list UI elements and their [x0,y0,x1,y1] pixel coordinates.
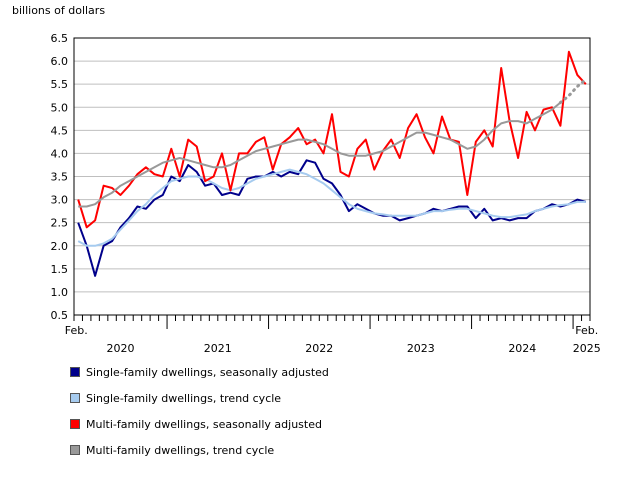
y-tick-label: 1.5 [51,263,69,276]
legend-swatch-multi-sa [70,419,80,429]
legend-label-single-trend: Single-family dwellings, trend cycle [86,391,282,405]
y-tick-label: 0.5 [51,309,69,322]
legend-label-multi-trend: Multi-family dwellings, trend cycle [86,443,275,457]
y-tick-label: 6.0 [51,55,69,68]
x-year-label: 2024 [508,342,536,355]
x-start-month-label: Feb. [65,324,88,337]
y-tick-label: 5.5 [51,78,69,91]
x-year-label: 2021 [204,342,232,355]
y-tick-label: 3.5 [51,171,69,184]
series-3-line [78,101,562,208]
y-tick-label: 4.0 [51,147,69,160]
series-2-line [77,50,587,229]
series-1-line [77,168,586,247]
legend-swatch-single-sa [70,367,80,377]
x-year-label: 2023 [407,342,435,355]
legend-item-multi-trend: Multi-family dwellings, trend cycle [70,442,274,458]
y-tick-label: 2.5 [51,217,69,230]
y-tick-label: 4.5 [51,124,69,137]
y-tick-label: 5.0 [51,101,69,114]
x-end-year-label: 2025 [573,342,601,355]
line-chart: 6.5 6.0 5.5 5.0 4.5 4.0 3.5 3.0 2.5 2.0 1.5 1.0 0.5 2… [51,32,601,355]
legend-swatch-single-trend [70,393,80,403]
legend-label-single-sa: Single-family dwellings, seasonally adju… [86,365,329,379]
x-year-label: 2022 [305,342,333,355]
series-3-dotted-line [558,78,588,105]
y-tick-label: 2.0 [51,240,69,253]
plot-frame [73,37,591,316]
x-end-month-label: Feb. [575,324,598,337]
y-tick-label: 1.0 [51,286,69,299]
y-tick-label: 3.0 [51,194,69,207]
legend-item-multi-sa: Multi-family dwellings, seasonally adjus… [70,416,322,432]
legend-label-multi-sa: Multi-family dwellings, seasonally adjus… [86,417,322,431]
y-tick-label: 6.5 [51,32,69,45]
y-axis-unit-label: billions of dollars [12,4,106,17]
legend-item-single-trend: Single-family dwellings, trend cycle [70,390,281,406]
x-year-label: 2020 [107,342,135,355]
legend-item-single-sa: Single-family dwellings, seasonally adju… [70,364,329,380]
legend-swatch-multi-trend [70,445,80,455]
